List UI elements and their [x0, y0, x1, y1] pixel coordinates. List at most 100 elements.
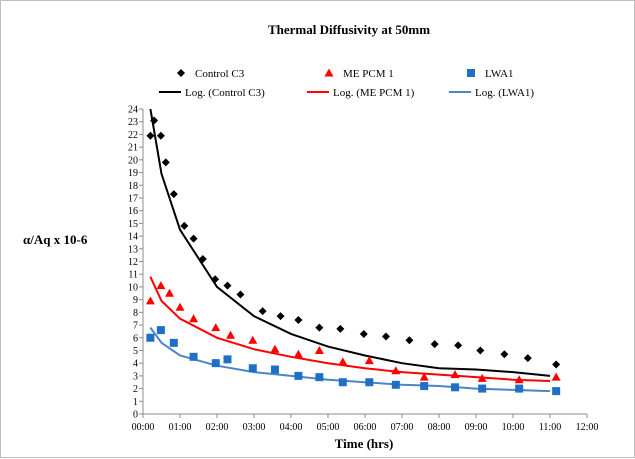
data-point	[419, 372, 429, 381]
legend-marker	[324, 68, 334, 77]
x-tick-label: 12:00	[576, 422, 599, 433]
y-tick-label: 18	[128, 181, 138, 192]
data-point	[314, 345, 324, 354]
y-tick-label: 6	[133, 333, 138, 344]
y-tick-label: 17	[128, 193, 138, 204]
data-point	[270, 365, 279, 374]
data-point	[180, 221, 189, 230]
y-tick-label: 11	[128, 270, 138, 281]
data-point	[391, 380, 400, 389]
data-point	[315, 373, 324, 382]
legend-label: Control C3	[195, 68, 245, 80]
data-point	[294, 315, 303, 324]
data-point	[156, 326, 165, 335]
x-tick-label: 00:00	[132, 422, 155, 433]
data-point	[258, 307, 267, 316]
x-tick-label: 11:00	[539, 422, 561, 433]
y-tick-label: 7	[133, 321, 138, 332]
data-point	[165, 288, 175, 297]
y-tick-label: 21	[128, 143, 138, 154]
data-point	[336, 324, 345, 333]
data-point	[145, 296, 155, 305]
data-point	[270, 344, 280, 353]
y-tick-label: 9	[133, 295, 138, 306]
y-tick-label: 0	[133, 410, 138, 421]
data-point	[405, 336, 414, 345]
y-tick-label: 2	[133, 384, 138, 395]
data-point	[169, 338, 178, 347]
data-point	[276, 312, 285, 321]
data-point	[476, 346, 485, 355]
data-point	[175, 302, 185, 311]
data-point	[552, 360, 561, 369]
x-tick-label: 08:00	[428, 422, 451, 433]
y-tick-label: 8	[133, 308, 138, 319]
legend-label: Log. (ME PCM 1)	[333, 87, 415, 99]
data-point	[156, 281, 166, 290]
y-tick-label: 4	[133, 359, 138, 370]
y-tick-label: 10	[128, 282, 138, 293]
data-point	[211, 323, 221, 332]
data-point	[150, 116, 159, 125]
data-point	[359, 329, 368, 338]
data-markers	[145, 116, 561, 396]
data-point	[293, 349, 303, 358]
y-tick-label: 19	[128, 168, 138, 179]
data-point	[551, 372, 561, 381]
data-point	[223, 355, 232, 364]
y-tick-label: 16	[128, 206, 138, 217]
data-point	[146, 333, 155, 342]
data-point	[365, 378, 374, 387]
trendline	[149, 276, 551, 382]
legend-label: Log. (Control C3)	[185, 87, 265, 99]
y-tick-label: 14	[128, 232, 138, 243]
data-point	[161, 158, 170, 167]
data-point	[156, 131, 165, 140]
data-point	[146, 131, 155, 140]
data-point	[514, 375, 524, 384]
axes: 0123456789101112131415161718192021222324…	[128, 105, 598, 434]
y-tick-label: 23	[128, 117, 138, 128]
data-point	[515, 384, 524, 393]
y-tick-label: 13	[128, 244, 138, 255]
data-point	[364, 356, 374, 365]
y-axis-label: α/Aq x 10-6	[23, 232, 88, 247]
data-point	[523, 354, 532, 363]
data-point	[500, 350, 509, 359]
data-point	[420, 382, 429, 391]
y-tick-label: 5	[133, 346, 138, 357]
x-tick-label: 01:00	[169, 422, 192, 433]
data-point	[198, 254, 207, 263]
legend-marker	[467, 69, 475, 77]
data-point	[391, 366, 401, 375]
x-tick-label: 10:00	[502, 422, 525, 433]
data-point	[248, 364, 257, 373]
legend-label: Log. (LWA1)	[475, 87, 534, 99]
data-point	[454, 341, 463, 350]
data-point	[211, 359, 220, 368]
chart-title: Thermal Diffusivity at 50mm	[268, 22, 430, 37]
y-tick-label: 3	[133, 371, 138, 382]
data-point	[338, 378, 347, 387]
data-point	[211, 275, 220, 284]
data-point	[236, 290, 245, 299]
data-point	[478, 384, 487, 393]
data-point	[189, 352, 198, 361]
data-point	[189, 234, 198, 243]
data-point	[338, 357, 348, 366]
y-tick-label: 22	[128, 130, 138, 141]
x-tick-label: 09:00	[465, 422, 488, 433]
legend-label: LWA1	[485, 68, 514, 80]
y-tick-label: 12	[128, 257, 138, 268]
data-point	[381, 332, 390, 341]
data-point	[315, 323, 324, 332]
x-tick-label: 02:00	[206, 422, 229, 433]
data-point	[477, 373, 487, 382]
y-tick-label: 24	[128, 105, 138, 116]
y-tick-label: 20	[128, 155, 138, 166]
data-point	[223, 281, 232, 290]
x-tick-label: 07:00	[391, 422, 414, 433]
x-tick-label: 04:00	[280, 422, 303, 433]
